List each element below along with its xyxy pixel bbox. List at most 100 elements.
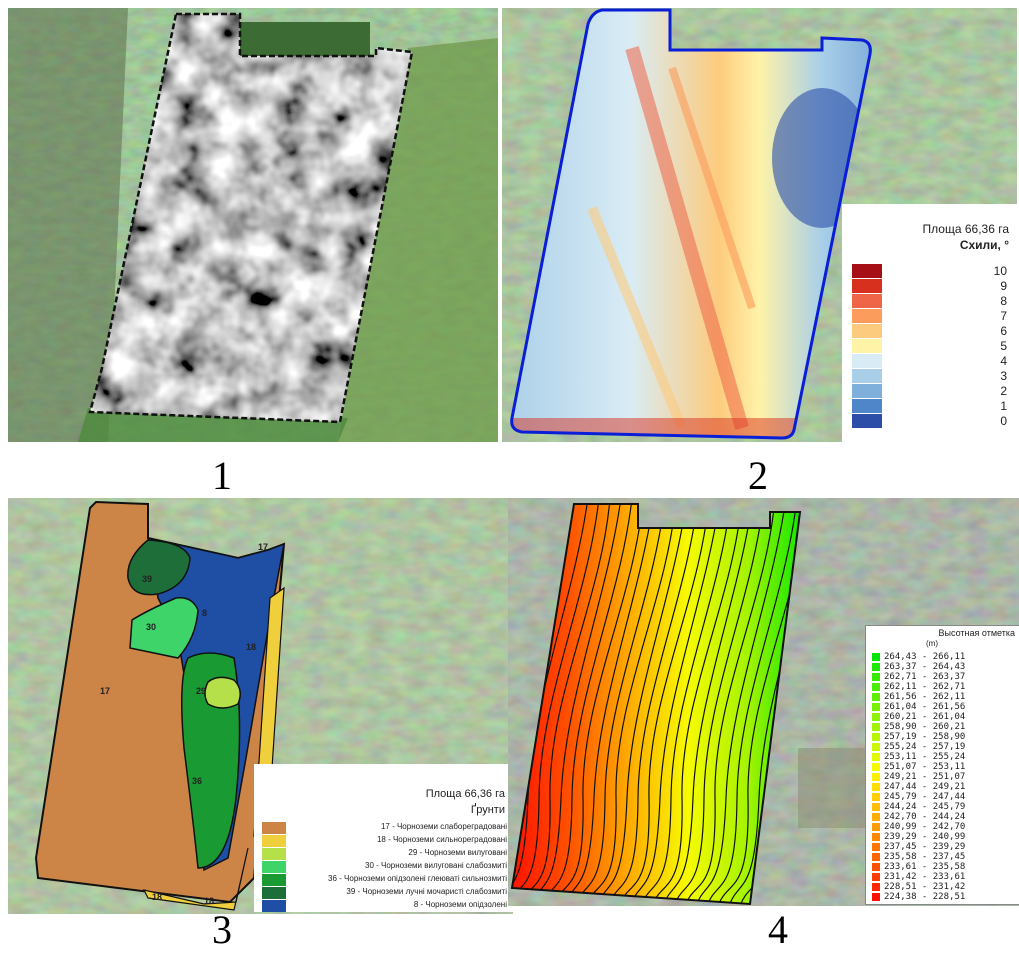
legend-swatch — [852, 414, 882, 428]
legend-label: 257,19 - 258,90 — [884, 732, 966, 742]
satellite-grayscale-map — [8, 8, 498, 442]
legend-swatch — [872, 783, 880, 791]
legend-swatch — [872, 793, 880, 801]
contour-line — [607, 504, 699, 904]
legend-label: 8 — [1000, 294, 1007, 308]
elevation-legend-item: 242,70 - 244,24 — [872, 812, 1012, 823]
caption-4: 4 — [768, 907, 788, 952]
elevation-legend-item: 249,21 - 251,07 — [872, 772, 1012, 783]
legend-label: 2 — [1000, 384, 1007, 398]
soil-legend-item: 17 - Чорноземи слабореградовані — [262, 822, 507, 835]
slope-legend-item: 8 — [852, 294, 1007, 308]
legend-swatch — [852, 279, 882, 293]
elevation-legend: Высотная отметка (m) 264,43 - 266,11 263,… — [865, 625, 1019, 905]
legend-swatch — [872, 863, 880, 871]
legend-swatch — [872, 853, 880, 861]
legend-swatch — [872, 823, 880, 831]
contour-line — [662, 504, 754, 904]
legend-unit: Схили, ° — [959, 238, 1009, 252]
legend-swatch — [872, 703, 880, 711]
legend-swatch — [872, 723, 880, 731]
legend-swatch — [872, 873, 880, 881]
legend-label: 242,70 - 244,24 — [884, 812, 966, 822]
contour-line — [695, 504, 787, 904]
legend-label: 29 - Чорноземи вилуговані — [408, 848, 507, 857]
legend-label: 228,51 - 231,42 — [884, 882, 966, 892]
contour-line — [596, 504, 688, 904]
legend-unit: (m) — [926, 639, 938, 648]
legend-swatch — [262, 822, 286, 834]
legend-swatch — [852, 309, 882, 323]
legend-label: 0 — [1000, 414, 1007, 428]
legend-swatch — [872, 763, 880, 771]
legend-label: 4 — [1000, 354, 1007, 368]
caption-3: 3 — [212, 907, 232, 952]
polygon-label: 8 — [202, 608, 207, 618]
soil-legend: Площа 66,36 га Ґрунти 17 - Чорноземи сла… — [254, 764, 513, 912]
legend-label: 240,99 - 242,70 — [884, 822, 966, 832]
slope-legend-item: 7 — [852, 309, 1007, 323]
legend-label: 8 - Чорноземи опідзолені — [413, 900, 507, 909]
legend-label: 239,29 - 240,99 — [884, 832, 966, 842]
elevation-legend-item: 264,43 - 266,11 — [872, 652, 1012, 663]
legend-label: 18 - Чорноземи сильнореградовані — [376, 835, 507, 844]
elevation-legend-item: 255,24 - 257,19 — [872, 742, 1012, 753]
legend-label: 262,71 - 263,37 — [884, 672, 966, 682]
legend-swatch — [262, 848, 286, 860]
legend-label: 255,24 - 257,19 — [884, 742, 966, 752]
elevation-legend-item: 260,21 - 261,04 — [872, 712, 1012, 723]
legend-swatch — [852, 399, 882, 413]
legend-label: 3 — [1000, 369, 1007, 383]
contour-line — [585, 504, 677, 904]
legend-label: 264,43 - 266,11 — [884, 652, 966, 662]
legend-swatch — [852, 339, 882, 353]
legend-swatch — [872, 693, 880, 701]
legend-label: 30 - Чорноземи вилуговані слабозмиті — [365, 861, 507, 870]
legend-label: 261,56 - 262,11 — [884, 692, 966, 702]
elevation-legend-item: 257,19 - 258,90 — [872, 732, 1012, 743]
legend-label: 245,79 - 247,44 — [884, 792, 966, 802]
contour-line — [706, 504, 798, 904]
legend-area: Площа 66,36 га — [922, 222, 1009, 236]
elevation-legend-item: 240,99 - 242,70 — [872, 822, 1012, 833]
legend-swatch — [872, 833, 880, 841]
map-panel-3: 17 39 30 8 18 29 17 36 18 18 Площа 66,36… — [8, 498, 513, 914]
legend-label: 237,45 - 239,29 — [884, 842, 966, 852]
contour-line — [541, 504, 633, 904]
contour-line — [519, 504, 611, 904]
contour-line — [618, 504, 710, 904]
slope-legend-item: 3 — [852, 369, 1007, 383]
slope-legend-item: 9 — [852, 279, 1007, 293]
contour-line — [629, 504, 721, 904]
legend-swatch — [872, 743, 880, 751]
polygon-label: 18 — [204, 896, 214, 906]
elevation-legend-item: 228,51 - 231,42 — [872, 882, 1012, 893]
elevation-legend-item: 261,04 - 261,56 — [872, 702, 1012, 713]
legend-swatch — [872, 663, 880, 671]
legend-swatch — [872, 673, 880, 681]
elevation-legend-item: 251,07 - 253,11 — [872, 762, 1012, 773]
contour-line — [640, 504, 732, 904]
map-panel-2: Площа 66,36 га Схили, ° 10 9 8 7 6 5 4 3 2 1 0 — [502, 8, 1017, 442]
legend-swatch — [872, 653, 880, 661]
soil-legend-item: 39 - Чорноземи лучні мочаристі слабозмит… — [262, 887, 507, 900]
legend-swatch — [852, 369, 882, 383]
elevation-legend-item: 224,38 - 228,51 — [872, 892, 1012, 903]
slope-legend-item: 0 — [852, 414, 1007, 428]
legend-swatch — [262, 874, 286, 886]
elevation-legend-item: 239,29 - 240,99 — [872, 832, 1012, 843]
legend-label: 253,11 - 255,24 — [884, 752, 966, 762]
legend-swatch — [262, 900, 286, 912]
legend-label: 261,04 - 261,56 — [884, 702, 966, 712]
polygon-label: 30 — [146, 622, 156, 632]
legend-label: 251,07 - 253,11 — [884, 762, 966, 772]
legend-label: 231,42 - 233,61 — [884, 872, 966, 882]
contour-line — [512, 504, 600, 904]
contour-line — [673, 504, 765, 904]
contour-line — [563, 504, 655, 904]
legend-swatch — [872, 893, 880, 901]
caption-1: 1 — [212, 453, 232, 498]
polygon-label: 17 — [258, 542, 268, 552]
legend-label: 249,21 - 251,07 — [884, 772, 966, 782]
slope-legend-item: 2 — [852, 384, 1007, 398]
